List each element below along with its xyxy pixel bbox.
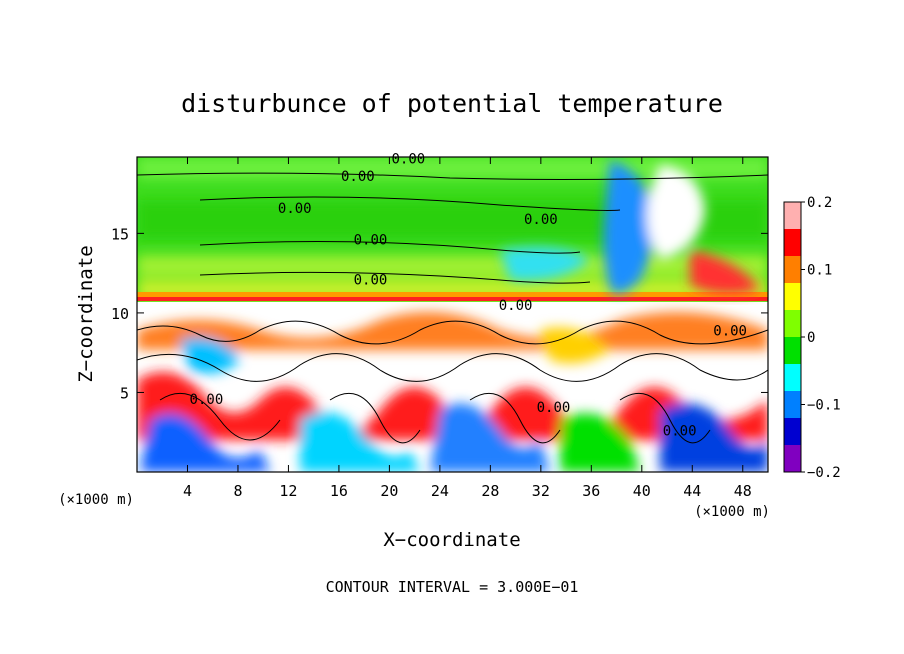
colorbar-swatch [784,310,801,338]
colorbar-tick-label: 0.1 [807,263,832,279]
x-tick-label: 8 [233,482,242,500]
contour-label: 0.00 [713,323,747,339]
colorbar-tick-label: −0.1 [807,398,841,414]
x-tick-label: 20 [380,482,398,500]
plot-frame [136,156,769,473]
x-tick-label: 16 [330,482,348,500]
colorbar-swatch [784,202,801,230]
x-tick-label: 36 [582,482,600,500]
x-tick-label: 44 [683,482,701,500]
contour-labels: 0.00 0.00 0.00 0.00 0.00 0.00 0.00 0.00 0.00 0.00… [190,152,747,440]
contour-interval-footer: CONTOUR INTERVAL = 3.000E−01 [326,578,579,596]
contour-label: 0.00 [278,201,312,217]
contour-label: 0.00 [354,233,388,249]
contour-label: 0.00 [524,212,558,228]
colorbar-swatch [784,337,801,365]
x-unit-label: (×1000 m) [694,504,770,520]
contour-label: 0.00 [663,424,697,440]
colorbar: 0.2 0.1 0 −0.1 −0.2 [783,195,841,481]
x-tick-label: 28 [481,482,499,500]
contour-label: 0.00 [341,169,375,185]
y-axis: 5 10 15 [111,225,768,402]
x-axis: 4 8 12 16 20 24 28 32 36 40 44 48 [183,157,752,500]
colorbar-tick-label: 0 [807,330,815,346]
x-tick-label: 32 [532,482,550,500]
y-tick-label: 10 [111,305,129,323]
colorbar-swatch [784,364,801,392]
z-unit-label: (×1000 m) [58,492,134,508]
x-tick-label: 40 [633,482,651,500]
x-tick-label: 24 [431,482,449,500]
y-axis-title: Z−coordinate [75,245,97,382]
colorbar-swatch [784,418,801,446]
colorbar-swatch [784,283,801,311]
contour-label: 0.00 [537,400,571,416]
x-tick-label: 4 [183,482,192,500]
colorbar-swatch [784,391,801,419]
y-tick-label: 5 [120,384,129,402]
x-tick-label: 12 [279,482,297,500]
colorbar-tick-label: −0.2 [807,465,841,481]
colorbar-swatch [784,445,801,473]
contour-label: 0.00 [190,392,224,408]
colorbar-swatch [784,256,801,284]
colorbar-swatch [784,229,801,257]
contour-label: 0.00 [499,298,533,314]
chart-title: disturbunce of potential temperature [181,89,723,118]
heatmap-field [137,157,768,472]
y-tick-label: 15 [111,225,129,243]
contour-label: 0.00 [354,273,388,289]
colorbar-tick-label: 0.2 [807,195,832,211]
contour-label: 0.00 [391,152,425,168]
x-axis-title: X−coordinate [383,529,520,551]
x-tick-label: 48 [734,482,752,500]
